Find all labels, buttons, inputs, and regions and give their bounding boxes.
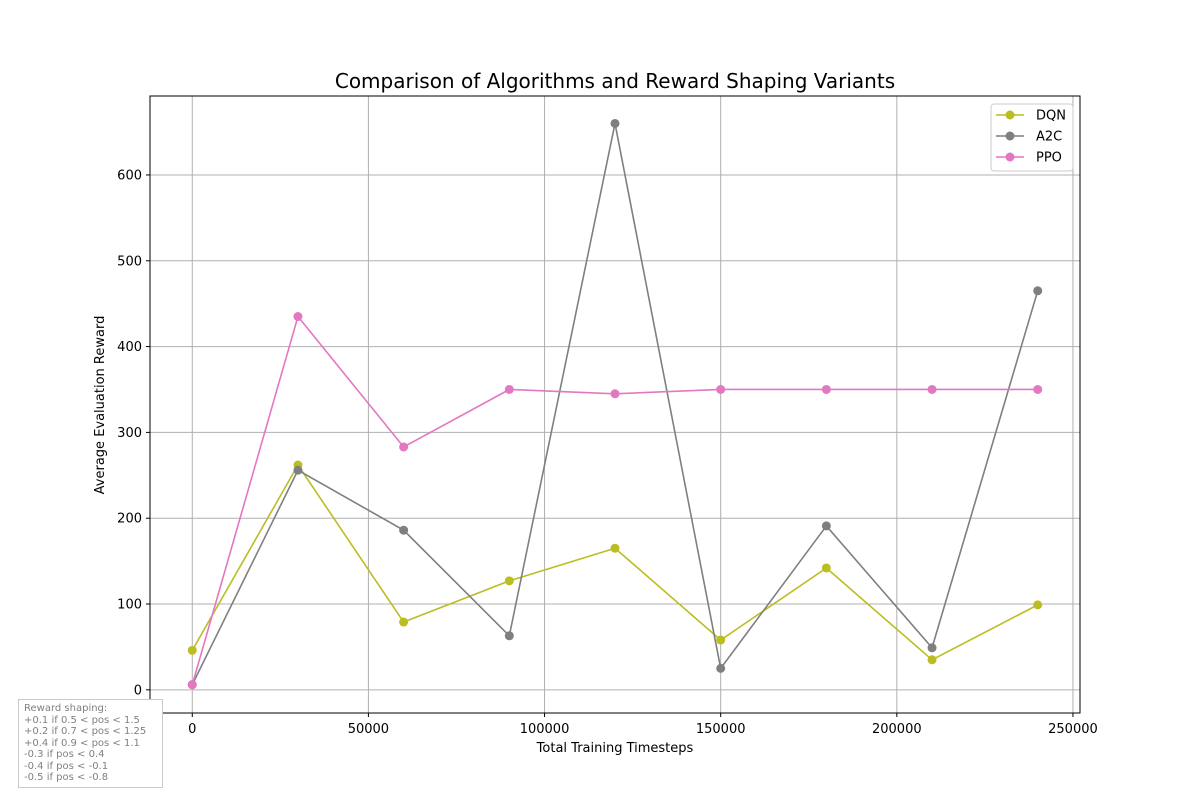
- x-axis: 0 50000 100000 150000 200000 250000: [188, 713, 1098, 737]
- a2c-point: [293, 465, 303, 475]
- ppo-point: [1033, 384, 1043, 394]
- note-line: +0.1 if 0.5 < pos < 1.5: [24, 714, 140, 726]
- legend-ppo-label: PPO: [1036, 151, 1062, 166]
- x-tick-label: 200000: [872, 722, 922, 737]
- x-tick-label: 50000: [348, 722, 389, 737]
- ppo-point: [716, 384, 726, 394]
- ppo-point: [187, 680, 197, 690]
- a2c-point: [927, 643, 937, 653]
- ppo-point: [821, 384, 831, 394]
- note-line: +0.4 if 0.9 < pos < 1.1: [24, 737, 140, 749]
- ppo-point: [293, 312, 303, 322]
- dqn-point: [399, 617, 409, 627]
- note-line: -0.5 if pos < -0.8: [24, 772, 109, 783]
- x-tick-label: 250000: [1048, 722, 1098, 737]
- legend-ppo-marker: [1005, 152, 1015, 162]
- dqn-point: [504, 576, 514, 586]
- dqn-line: [191, 464, 1039, 661]
- ppo-point: [927, 384, 937, 394]
- a2c-point: [504, 631, 514, 641]
- dqn-point: [821, 563, 831, 573]
- a2c-point: [821, 521, 831, 531]
- note-line: -0.3 if pos < 0.4: [24, 749, 105, 760]
- dqn-point: [927, 655, 937, 665]
- y-tick-label: 300: [117, 426, 142, 441]
- y-tick-label: 500: [117, 254, 142, 269]
- a2c-point: [1033, 286, 1043, 296]
- series-layer: [187, 118, 1043, 690]
- ppo-point: [610, 389, 620, 399]
- dqn-point: [610, 543, 620, 553]
- note-line: -0.4 if pos < -0.1: [24, 760, 109, 772]
- chart-title: Comparison of Algorithms and Reward Shap…: [335, 69, 895, 93]
- ppo-point: [504, 384, 514, 394]
- x-axis-label: Total Training Timesteps: [536, 741, 694, 756]
- series-ppo: [187, 312, 1043, 690]
- reward-shaping-note: Reward shaping: +0.1 if 0.5 < pos < 1.5 …: [18, 699, 163, 788]
- dqn-point: [187, 645, 197, 655]
- legend-dqn-label: DQN: [1036, 109, 1066, 124]
- note-line: +0.2 if 0.7 < pos < 1.25: [24, 726, 147, 737]
- x-tick-label: 100000: [520, 722, 570, 737]
- legend-a2c-label: A2C: [1036, 130, 1062, 145]
- x-tick-label: 0: [188, 722, 196, 737]
- plot-frame: [149, 95, 1081, 714]
- a2c-point: [716, 663, 726, 673]
- y-tick-label: 200: [117, 512, 142, 527]
- legend-a2c-marker: [1005, 131, 1015, 141]
- ppo-line: [191, 315, 1038, 685]
- grid-lines: [150, 96, 1080, 713]
- a2c-point: [610, 118, 620, 128]
- legend: DQN A2C PPO: [990, 103, 1074, 172]
- y-tick-label: 100: [117, 598, 142, 613]
- a2c-line: [191, 122, 1039, 686]
- y-axis-label: Average Evaluation Reward: [93, 316, 108, 495]
- legend-dqn-marker: [1005, 110, 1015, 120]
- y-tick-label: 600: [117, 168, 142, 183]
- series-dqn: [187, 460, 1043, 665]
- y-tick-label: 400: [117, 340, 142, 355]
- dqn-point: [1033, 600, 1043, 610]
- y-axis: 0 100 200 300 400 500 600: [117, 168, 150, 698]
- a2c-point: [399, 525, 409, 535]
- x-tick-label: 150000: [696, 722, 746, 737]
- note-line: Reward shaping:: [24, 703, 108, 714]
- y-tick-label: 0: [134, 683, 142, 698]
- ppo-point: [399, 442, 409, 452]
- dqn-point: [716, 635, 726, 645]
